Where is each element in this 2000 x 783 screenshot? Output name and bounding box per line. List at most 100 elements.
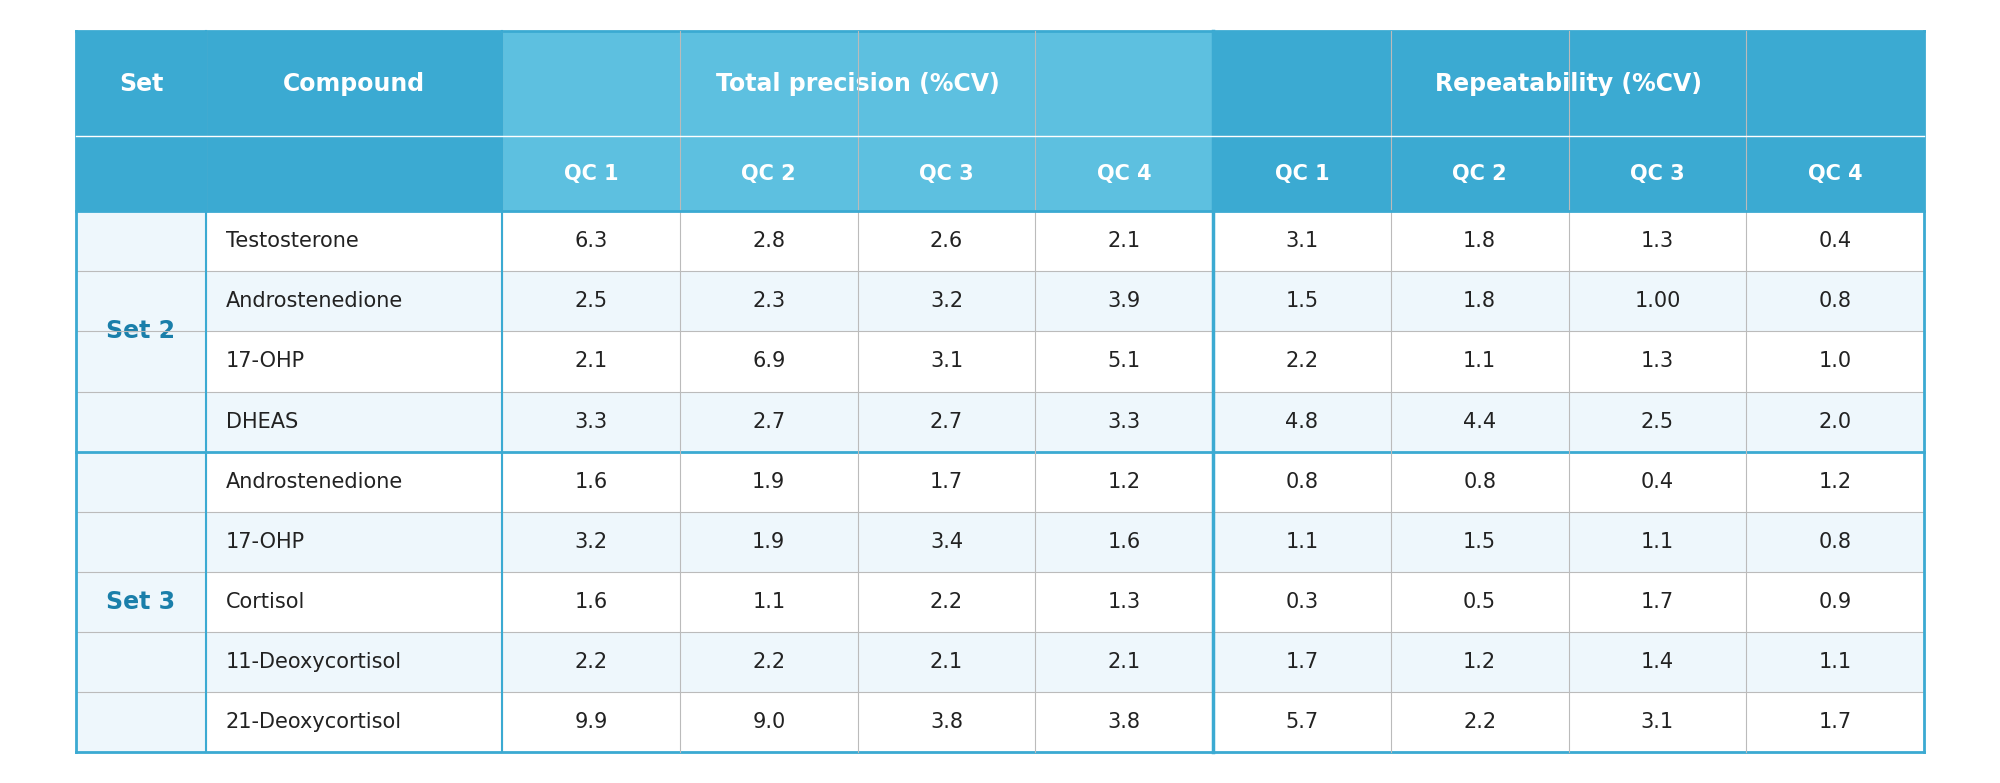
Bar [680,135,858,211]
Text: 2.1: 2.1 [574,352,608,371]
Bar [858,331,1036,392]
Bar [206,31,502,135]
Text: 9.0: 9.0 [752,712,786,731]
Text: 4.4: 4.4 [1464,412,1496,431]
Bar [206,452,502,511]
Text: QC 4: QC 4 [1096,164,1152,183]
Text: 0.5: 0.5 [1464,592,1496,612]
Bar [1390,452,1568,511]
Text: 3.8: 3.8 [1108,712,1140,731]
Text: 2.7: 2.7 [930,412,964,431]
Text: Androstenedione: Androstenedione [226,471,404,492]
Bar [1214,632,1390,691]
Text: 17-OHP: 17-OHP [226,352,306,371]
Text: 1.6: 1.6 [574,592,608,612]
Bar [1214,31,1924,135]
Bar [1746,452,1924,511]
Text: 4.8: 4.8 [1286,412,1318,431]
Bar [1568,511,1746,572]
Text: 2.0: 2.0 [1818,412,1852,431]
Bar [858,691,1036,752]
Bar [1036,691,1214,752]
Bar [502,31,1214,135]
Bar [1568,572,1746,632]
Bar [1746,691,1924,752]
Bar [1214,135,1390,211]
Text: 0.4: 0.4 [1818,232,1852,251]
Bar [1390,211,1568,272]
Bar [1746,632,1924,691]
Bar [206,392,502,452]
Bar [1568,632,1746,691]
Bar [1214,572,1390,632]
Text: 5.1: 5.1 [1108,352,1140,371]
Bar [1214,392,1390,452]
Bar [1214,691,1390,752]
Bar [76,452,206,752]
Text: 1.8: 1.8 [1464,232,1496,251]
Text: 3.1: 3.1 [930,352,964,371]
Text: 0.8: 0.8 [1286,471,1318,492]
Text: 1.2: 1.2 [1108,471,1140,492]
Bar [76,135,206,211]
Text: 11-Deoxycortisol: 11-Deoxycortisol [226,651,402,672]
Text: 0.8: 0.8 [1464,471,1496,492]
Text: 2.5: 2.5 [574,291,608,312]
Bar [1746,392,1924,452]
Bar [502,572,680,632]
Text: 3.2: 3.2 [574,532,608,551]
Text: 1.00: 1.00 [1634,291,1680,312]
Bar [206,211,502,272]
Text: 0.8: 0.8 [1818,532,1852,551]
Bar [858,392,1036,452]
Bar [1568,135,1746,211]
Text: 2.1: 2.1 [1108,232,1140,251]
Bar [502,452,680,511]
Bar [206,632,502,691]
Bar [1214,452,1390,511]
Bar [680,452,858,511]
Text: Compound: Compound [282,71,426,96]
Text: 2.2: 2.2 [930,592,964,612]
Text: Repeatability (%CV): Repeatability (%CV) [1436,71,1702,96]
Bar [1568,691,1746,752]
Bar [680,632,858,691]
Text: QC 3: QC 3 [920,164,974,183]
Text: 2.2: 2.2 [574,651,608,672]
Bar [1390,691,1568,752]
Text: Total precision (%CV): Total precision (%CV) [716,71,1000,96]
Bar [858,135,1036,211]
Text: 1.3: 1.3 [1640,232,1674,251]
Bar [502,632,680,691]
Text: 1.0: 1.0 [1818,352,1852,371]
Bar [502,135,680,211]
Text: 1.1: 1.1 [1640,532,1674,551]
Bar [206,331,502,392]
Text: QC 1: QC 1 [1274,164,1330,183]
Bar [76,211,206,452]
Text: QC 2: QC 2 [1452,164,1506,183]
Bar [1746,211,1924,272]
Text: 5.7: 5.7 [1286,712,1318,731]
Bar [680,572,858,632]
Text: 2.3: 2.3 [752,291,786,312]
Text: Set: Set [118,71,164,96]
Bar [206,572,502,632]
Bar [1568,331,1746,392]
Text: 2.6: 2.6 [930,232,964,251]
Text: 1.6: 1.6 [574,471,608,492]
Bar [1390,331,1568,392]
Bar [1390,511,1568,572]
Text: 0.3: 0.3 [1286,592,1318,612]
Text: QC 3: QC 3 [1630,164,1684,183]
Bar [1214,211,1390,272]
Text: 3.3: 3.3 [574,412,608,431]
Bar [680,331,858,392]
Text: Cortisol: Cortisol [226,592,306,612]
Bar [1036,632,1214,691]
Bar [1214,272,1390,331]
Bar [502,511,680,572]
Text: DHEAS: DHEAS [226,412,298,431]
Text: QC 1: QC 1 [564,164,618,183]
Bar [1214,331,1390,392]
